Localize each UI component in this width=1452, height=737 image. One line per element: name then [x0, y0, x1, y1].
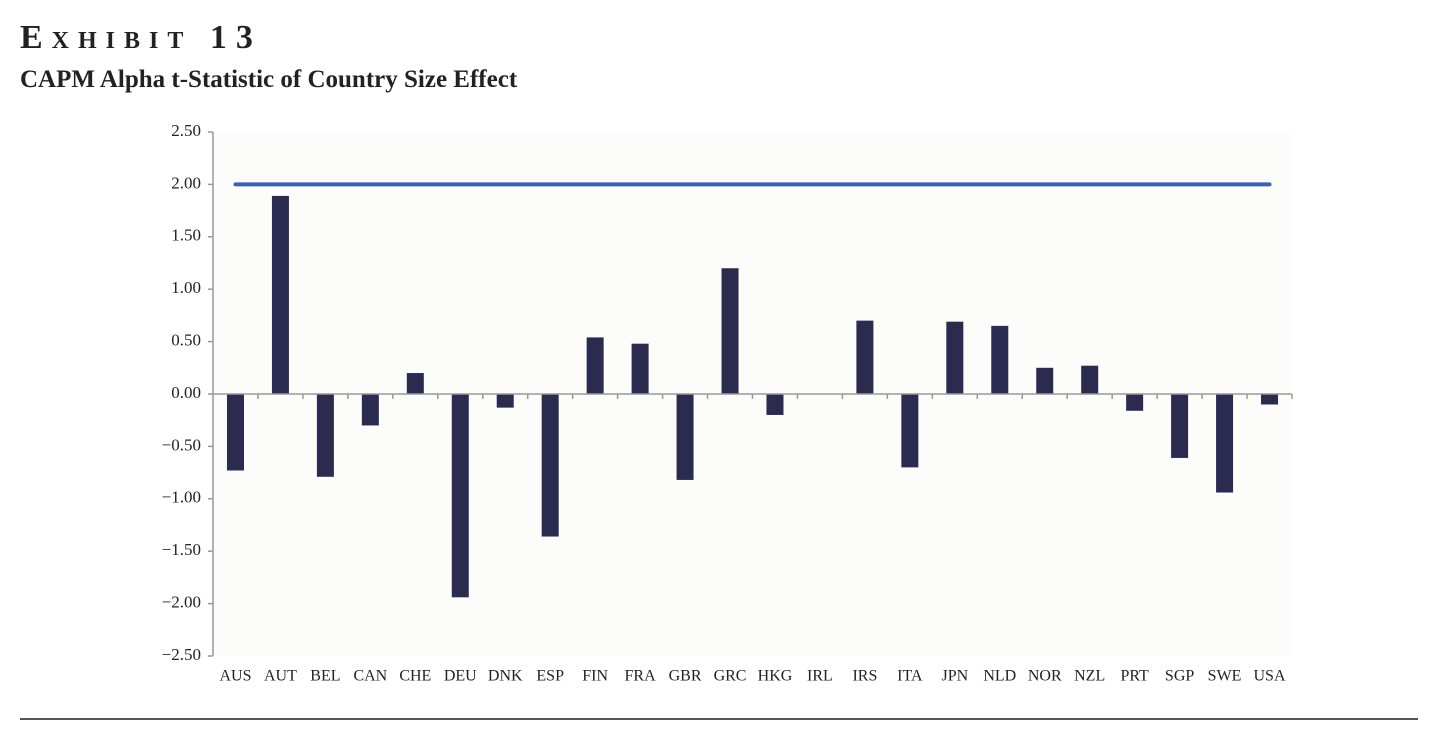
bar	[766, 394, 784, 415]
x-tick-label: AUS	[219, 668, 251, 685]
x-tick-label: GRC	[714, 668, 747, 685]
bar	[271, 195, 289, 394]
bar	[496, 394, 514, 408]
y-tick-label: −1.50	[162, 540, 201, 559]
y-tick-label: −1.00	[162, 488, 201, 507]
y-tick-label: −0.50	[162, 435, 201, 454]
y-tick-label: 1.00	[171, 278, 201, 297]
y-tick-label: 1.50	[171, 226, 201, 245]
x-tick-label: CHE	[399, 668, 431, 685]
bar	[586, 337, 604, 394]
x-tick-label: IRS	[852, 668, 877, 685]
bar	[1126, 394, 1144, 411]
x-tick-label: DEU	[444, 668, 477, 685]
y-tick-label: −2.00	[162, 593, 201, 612]
y-tick-label: 0.00	[171, 383, 201, 402]
x-tick-label: DNK	[488, 668, 523, 685]
x-tick-label: CAN	[353, 668, 387, 685]
x-tick-label: FRA	[625, 668, 657, 685]
x-tick-label: SWE	[1208, 668, 1242, 685]
x-tick-label: IRL	[807, 668, 833, 685]
bar	[451, 394, 469, 598]
bar	[721, 268, 739, 394]
bar	[361, 394, 379, 426]
x-tick-label: USA	[1254, 668, 1286, 685]
bar	[901, 394, 919, 468]
bar	[541, 394, 559, 537]
y-tick-label: −2.50	[162, 645, 201, 664]
x-tick-label: PRT	[1120, 668, 1149, 685]
chart-subtitle: CAPM Alpha t-Statistic of Country Size E…	[20, 66, 518, 93]
x-tick-label: NOR	[1028, 668, 1062, 685]
bar	[1081, 365, 1099, 394]
y-tick-label: 2.00	[171, 173, 201, 192]
x-tick-label: JPN	[941, 668, 968, 685]
bar	[406, 373, 424, 394]
x-tick-label: ITA	[897, 668, 923, 685]
y-tick-label: 2.50	[171, 121, 201, 140]
x-tick-label: ESP	[536, 668, 564, 685]
bar	[991, 325, 1009, 394]
bar	[946, 321, 964, 394]
x-tick-label: BEL	[310, 668, 340, 685]
x-tick-label: GBR	[669, 668, 702, 685]
x-tick-label: AUT	[264, 668, 297, 685]
bar	[631, 343, 649, 394]
bar	[1171, 394, 1189, 458]
y-tick-label: 0.50	[171, 331, 201, 350]
x-tick-label: HKG	[758, 668, 793, 685]
bar	[316, 394, 334, 477]
x-tick-label: FIN	[582, 668, 608, 685]
bar	[1036, 367, 1054, 394]
x-tick-label: NLD	[983, 668, 1016, 685]
bar	[676, 394, 694, 480]
bar	[1216, 394, 1234, 493]
bar	[226, 394, 244, 471]
exhibit-title: Exhibit 13	[20, 19, 262, 56]
x-tick-label: NZL	[1074, 668, 1105, 685]
bar	[856, 320, 874, 394]
x-tick-label: SGP	[1165, 668, 1194, 685]
bar	[1261, 394, 1279, 405]
